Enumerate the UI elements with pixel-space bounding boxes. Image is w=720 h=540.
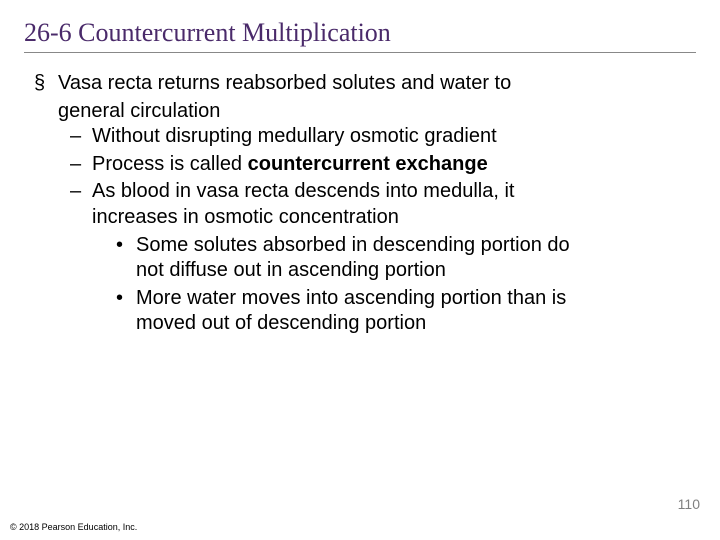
text-span: As blood in vasa recta descends into med… [92, 180, 514, 202]
bullet-marker-l3: • [116, 233, 136, 284]
bullet-marker-l1: § [34, 71, 58, 97]
copyright-text: © 2018 Pearson Education, Inc. [10, 522, 137, 532]
bullet-level2: – Without disrupting medullary osmotic g… [70, 124, 696, 150]
bullet-text: Process is called countercurrent exchang… [92, 152, 696, 178]
bullet-marker-l2: – [70, 124, 92, 150]
bullet-text: More water moves into ascending portion … [136, 286, 696, 337]
title-underline [24, 52, 696, 53]
slide-body: § Vasa recta returns reabsorbed solutes … [24, 71, 696, 337]
text-span: moved out of descending portion [136, 312, 426, 334]
bullet-text-cont: general circulation [58, 99, 696, 125]
bullet-marker-l2: – [70, 179, 92, 230]
bullet-text: Some solutes absorbed in descending port… [136, 233, 696, 284]
text-span: More water moves into ascending portion … [136, 287, 566, 309]
bullet-level2: – Process is called countercurrent excha… [70, 152, 696, 178]
bullet-level3: • Some solutes absorbed in descending po… [116, 233, 696, 284]
text-span: not diffuse out in ascending portion [136, 259, 446, 281]
bullet-level3: • More water moves into ascending portio… [116, 286, 696, 337]
bold-term: countercurrent exchange [248, 153, 488, 175]
bullet-marker-l2: – [70, 152, 92, 178]
bullet-text: Vasa recta returns reabsorbed solutes an… [58, 71, 696, 97]
slide-container: 26-6 Countercurrent Multiplication § Vas… [0, 0, 720, 540]
bullet-text: As blood in vasa recta descends into med… [92, 179, 696, 230]
page-number: 110 [678, 496, 700, 512]
slide-title: 26-6 Countercurrent Multiplication [24, 18, 696, 48]
text-span: Some solutes absorbed in descending port… [136, 234, 570, 256]
text-span: Process is called [92, 153, 248, 175]
bullet-text: Without disrupting medullary osmotic gra… [92, 124, 696, 150]
bullet-level1: § Vasa recta returns reabsorbed solutes … [34, 71, 696, 97]
bullet-level2: – As blood in vasa recta descends into m… [70, 179, 696, 230]
bullet-marker-l3: • [116, 286, 136, 337]
text-span: increases in osmotic concentration [92, 206, 399, 228]
